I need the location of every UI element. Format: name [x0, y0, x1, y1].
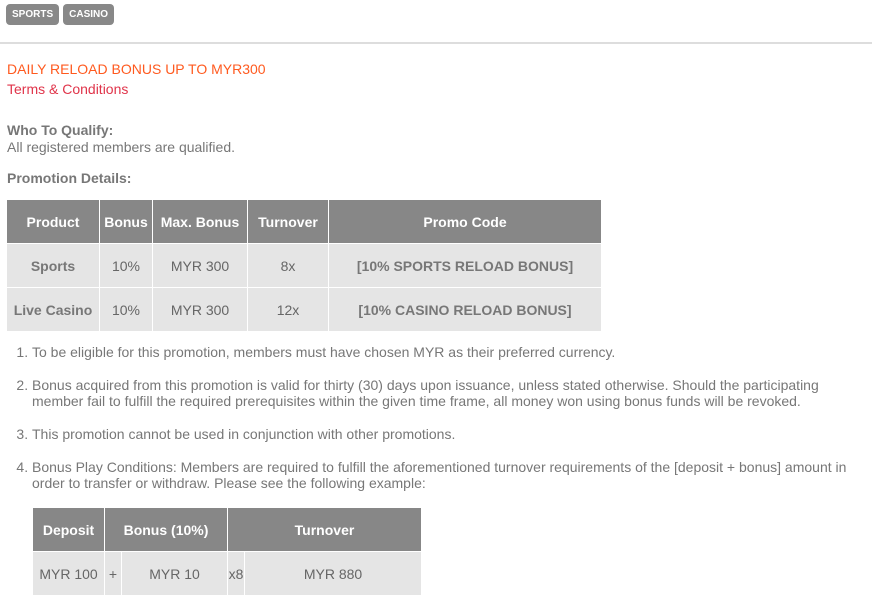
cell: + — [104, 551, 122, 596]
table-row: Live Casino 10% MYR 300 12x [10% CASINO … — [6, 287, 602, 332]
term-item: Bonus Play Conditions: Members are requi… — [32, 459, 862, 491]
table-header-row: Deposit Bonus (10%) Turnover — [32, 507, 422, 552]
cell: 10% — [99, 287, 153, 332]
cell: 10% — [99, 243, 153, 288]
term-item: Bonus acquired from this promotion is va… — [32, 377, 862, 409]
table-header-row: Product Bonus Max. Bonus Turnover Promo … — [6, 199, 602, 244]
cell: 8x — [247, 243, 329, 288]
cell: Sports — [6, 243, 100, 288]
cell: MYR 300 — [152, 287, 248, 332]
example-table: Deposit Bonus (10%) Turnover MYR 100 + M… — [32, 507, 422, 596]
category-tabs: SPORTS CASINO — [6, 4, 115, 25]
cell: MYR 300 — [152, 243, 248, 288]
cell: Live Casino — [6, 287, 100, 332]
header-cell: Promo Code — [328, 199, 602, 244]
header-cell: Deposit — [32, 507, 105, 552]
term-item: To be eligible for this promotion, membe… — [32, 344, 862, 360]
header-cell: Bonus (10%) — [104, 507, 228, 552]
tab-casino[interactable]: CASINO — [63, 4, 115, 25]
header-cell: Product — [6, 199, 100, 244]
terms-list: To be eligible for this promotion, membe… — [0, 344, 862, 508]
details-heading: Promotion Details: — [7, 170, 132, 186]
tab-sports[interactable]: SPORTS — [6, 4, 60, 25]
cell: [10% SPORTS RELOAD BONUS] — [328, 243, 602, 288]
table-row: Sports 10% MYR 300 8x [10% SPORTS RELOAD… — [6, 243, 602, 288]
table-row: MYR 100 + MYR 10 x8 MYR 880 — [32, 551, 422, 596]
terms-link[interactable]: Terms & Conditions — [7, 81, 129, 97]
cell: MYR 10 — [121, 551, 228, 596]
promo-title: DAILY RELOAD BONUS UP TO MYR300 — [7, 61, 266, 77]
divider — [0, 42, 872, 44]
cell: 12x — [247, 287, 329, 332]
cell: MYR 880 — [244, 551, 422, 596]
header-cell: Turnover — [247, 199, 329, 244]
qualify-heading: Who To Qualify: — [7, 122, 114, 138]
promo-table: Product Bonus Max. Bonus Turnover Promo … — [6, 199, 602, 332]
header-cell: Bonus — [99, 199, 153, 244]
qualify-text: All registered members are qualified. — [7, 139, 235, 155]
header-cell: Max. Bonus — [152, 199, 248, 244]
cell: x8 — [227, 551, 245, 596]
header-cell: Turnover — [227, 507, 422, 552]
cell: [10% CASINO RELOAD BONUS] — [328, 287, 602, 332]
cell: MYR 100 — [32, 551, 105, 596]
term-item: This promotion cannot be used in conjunc… — [32, 426, 862, 442]
